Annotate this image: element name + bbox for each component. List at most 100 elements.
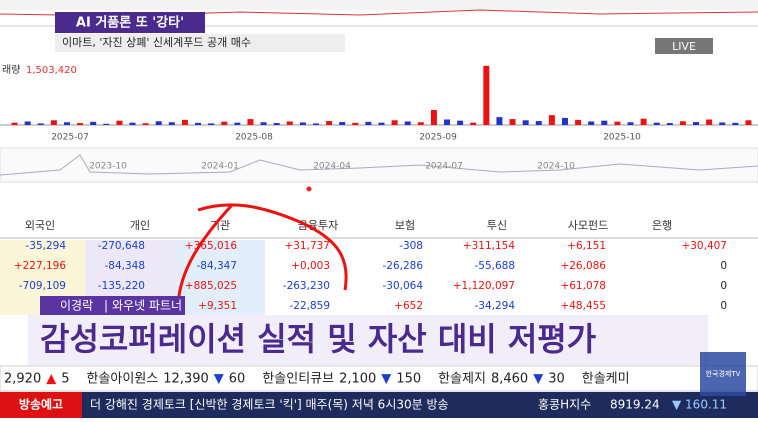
volume-bar [653, 122, 660, 125]
volume-bar [352, 122, 359, 125]
table-cell: +31,737 [284, 240, 330, 252]
mini-date-label: 2024-07 [425, 162, 463, 172]
table-header: 은행 [652, 219, 672, 232]
table-header: 보험 [395, 219, 415, 232]
volume-max: 1,503,420 [26, 65, 77, 76]
volume-bar [260, 122, 267, 125]
table-cell: -84,347 [196, 260, 237, 272]
ticker-change: 150 [396, 372, 421, 387]
table-cell: +652 [394, 300, 423, 312]
volume-bar [365, 121, 372, 125]
date-label: 2025-09 [419, 133, 457, 143]
volume-bar [522, 120, 529, 125]
table-header: 금융투자 [298, 219, 338, 232]
banner-subtitle: 이마트, '자진 상폐' 신세계푸드 공개 매수 [62, 36, 251, 49]
volume-bar [116, 120, 123, 125]
ticker-arrow: ▲ [46, 372, 56, 387]
guest-role: 와우넷 파트너 [112, 299, 182, 313]
volume-bar [195, 122, 202, 125]
volume-bar [535, 121, 542, 125]
volume-bar [496, 117, 503, 125]
volume-bar [601, 120, 608, 125]
volume-bar [378, 122, 385, 125]
volume-bar [561, 117, 568, 125]
table-cell: -308 [399, 240, 423, 252]
volume-bar [168, 122, 175, 125]
volume-bar [404, 121, 411, 125]
ticker-change: 30 [548, 372, 565, 387]
table-cell: -26,286 [382, 260, 423, 272]
volume-bar [273, 123, 280, 125]
volume-bar [719, 122, 726, 125]
logo-box [700, 352, 746, 396]
volume-bar [339, 122, 346, 125]
table-cell: 0 [720, 280, 727, 292]
logo: 한국경제TV [706, 369, 741, 378]
table-cell: +1,120,097 [453, 280, 515, 292]
date-label: 2025-08 [235, 133, 273, 143]
volume-bar [77, 123, 84, 125]
mini-line [0, 154, 758, 176]
table-header: 개인 [130, 219, 150, 232]
volume-bar [37, 123, 44, 125]
table-cell: +61,078 [560, 280, 606, 292]
ticker-change: 5 [61, 372, 69, 387]
col-bg [175, 240, 265, 315]
volume-label: 래량 [2, 64, 20, 76]
ticker-change: 60 [229, 372, 246, 387]
volume-bar [221, 121, 228, 125]
volume-bar [247, 119, 254, 125]
table-cell: 0 [720, 300, 727, 312]
volume-bar [11, 122, 18, 125]
dot [306, 186, 312, 192]
volume-bar [483, 65, 490, 125]
live-box [655, 38, 713, 54]
mini-date-label: 2024-04 [313, 162, 351, 172]
ticker-arrow: ▼ [533, 372, 543, 387]
volume-bar [745, 120, 752, 125]
table-cell: +365,016 [185, 240, 238, 252]
table-cell: -709,109 [19, 280, 66, 292]
table-header: 기관 [210, 219, 230, 232]
volume-bar [103, 123, 110, 125]
volume-bar [693, 122, 700, 125]
table-cell: +0,003 [291, 260, 330, 272]
table-cell: -35,294 [25, 240, 66, 252]
table-cell: -55,688 [474, 260, 515, 272]
volume-bar [391, 120, 398, 125]
volume-bar [470, 122, 477, 125]
volume-bar [312, 123, 319, 125]
volume-bar [155, 121, 162, 125]
banner-subtitle-box [55, 34, 345, 52]
volume-bar [326, 121, 333, 125]
ticker-name: 한솔아이원스 [87, 372, 159, 387]
volume-bar [627, 122, 634, 125]
volume-bar [430, 110, 437, 125]
volume-bar [208, 123, 215, 125]
volume-bar [706, 119, 713, 125]
volume-bar [444, 119, 451, 125]
volume-bar [509, 119, 516, 125]
table-cell: +885,025 [185, 280, 237, 292]
volume-bar [129, 122, 136, 125]
banner-title-box [55, 12, 205, 33]
volume-bar [63, 122, 70, 125]
guest-box [40, 296, 185, 315]
volume-bar [50, 120, 57, 125]
volume-bar [679, 121, 686, 125]
mini-date-label: 2024-10 [537, 162, 575, 172]
ticker-price: 2,920 [4, 372, 41, 387]
ticker-price: 8,460 [491, 372, 528, 387]
volume-bar [640, 118, 647, 125]
table-cell: -84,348 [104, 260, 145, 272]
guest-name: 이경락 [60, 299, 93, 313]
date-label: 2025-07 [51, 133, 89, 143]
table-cell: -135,220 [98, 280, 145, 292]
volume-bar [732, 122, 739, 125]
ticker-price: 2,100 [339, 372, 376, 387]
volume-bar [457, 120, 464, 125]
table-cell: +48,455 [560, 300, 606, 312]
volume-bar [666, 123, 673, 125]
volume-bar [181, 119, 188, 125]
